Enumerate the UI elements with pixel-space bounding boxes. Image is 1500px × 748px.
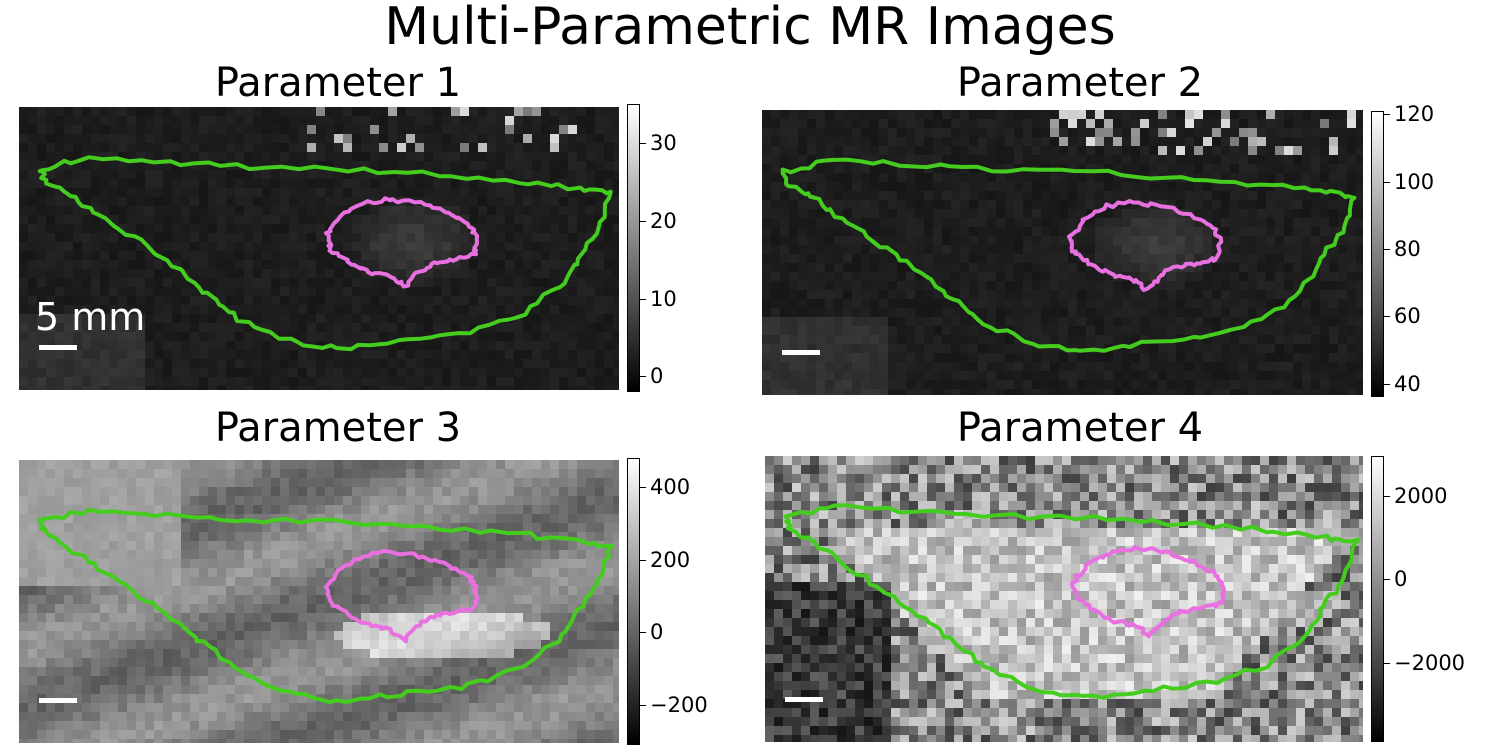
inner-contour [1067, 199, 1224, 292]
parameter-2-image [762, 110, 1363, 395]
voxel-grid [765, 456, 1363, 742]
parameter-1-map [19, 107, 619, 390]
inner-contour [1070, 545, 1227, 639]
colorbar-tick-label: 20 [650, 209, 677, 233]
colorbar-tick-mark [1384, 182, 1390, 183]
colorbar-tick-label: 40 [1394, 372, 1421, 396]
colorbar-tick-mark [640, 299, 646, 300]
colorbar-tick-mark [640, 221, 646, 222]
panel-title-3: Parameter 3 [214, 405, 462, 451]
outer-contour [783, 503, 1361, 700]
colorbar-tick-mark [1384, 249, 1390, 250]
colorbar-tick-mark [640, 376, 646, 377]
colorbar-tick-label: 0 [650, 364, 664, 388]
colorbar-tick-mark [640, 705, 646, 706]
inner-contour [324, 196, 480, 289]
colorbar-tick-mark [640, 632, 646, 633]
parameter-3-colorbar [627, 458, 640, 745]
colorbar-tick-mark [1384, 579, 1390, 580]
parameter-4-map [765, 456, 1363, 742]
parameter-3-map [19, 460, 619, 743]
colorbar-tick-mark [1384, 384, 1390, 385]
colorbar-tick-mark [1384, 496, 1390, 497]
scale-bar-label: 5 mm [35, 295, 146, 339]
colorbar-tick-mark [640, 487, 646, 488]
colorbar-tick-label: 120 [1394, 102, 1435, 126]
scale-bar [39, 345, 77, 350]
colorbar-tick-mark [1384, 316, 1390, 317]
figure-title: Multi-Parametric MR Images [384, 0, 1116, 57]
colorbar-tick-label: 0 [650, 620, 664, 644]
colorbar-tick-label: −2000 [1394, 651, 1466, 675]
panel-title-2: Parameter 2 [956, 60, 1204, 106]
colorbar-tick-label: 2000 [1394, 484, 1448, 508]
scale-bar [39, 698, 77, 703]
parameter-4-colorbar [1371, 456, 1384, 742]
colorbar-tick-mark [640, 143, 646, 144]
colorbar-tick-mark [640, 560, 646, 561]
colorbar-tick-label: 30 [650, 131, 677, 155]
panel-title-1: Parameter 1 [214, 60, 462, 106]
colorbar-tick-label: 10 [650, 287, 677, 311]
inner-contour [324, 548, 480, 644]
panel-title-4: Parameter 4 [956, 405, 1204, 451]
outer-contour [780, 157, 1357, 353]
voxel-grid [19, 460, 619, 743]
colorbar-tick-label: 100 [1394, 170, 1435, 194]
colorbar-tick-label: 400 [650, 475, 691, 499]
colorbar-tick-label: −200 [650, 693, 708, 717]
parameter-2-map [762, 110, 1363, 395]
colorbar-tick-label: 60 [1394, 304, 1421, 328]
colorbar-tick-mark [1384, 114, 1390, 115]
voxel-grid [762, 110, 1363, 395]
scale-bar [782, 350, 820, 355]
colorbar-tick-mark [1384, 663, 1390, 664]
parameter-2-colorbar [1371, 111, 1384, 397]
parameter-1-colorbar [627, 104, 640, 392]
scale-bar [785, 697, 823, 702]
parameter-1-image [19, 107, 619, 390]
colorbar-tick-label: 0 [1394, 567, 1408, 591]
colorbar-tick-label: 200 [650, 548, 691, 572]
parameter-4-image [765, 456, 1363, 742]
colorbar-tick-label: 80 [1394, 237, 1421, 261]
outer-contour [37, 507, 614, 705]
outer-contour [37, 155, 613, 352]
parameter-3-image [19, 460, 619, 743]
